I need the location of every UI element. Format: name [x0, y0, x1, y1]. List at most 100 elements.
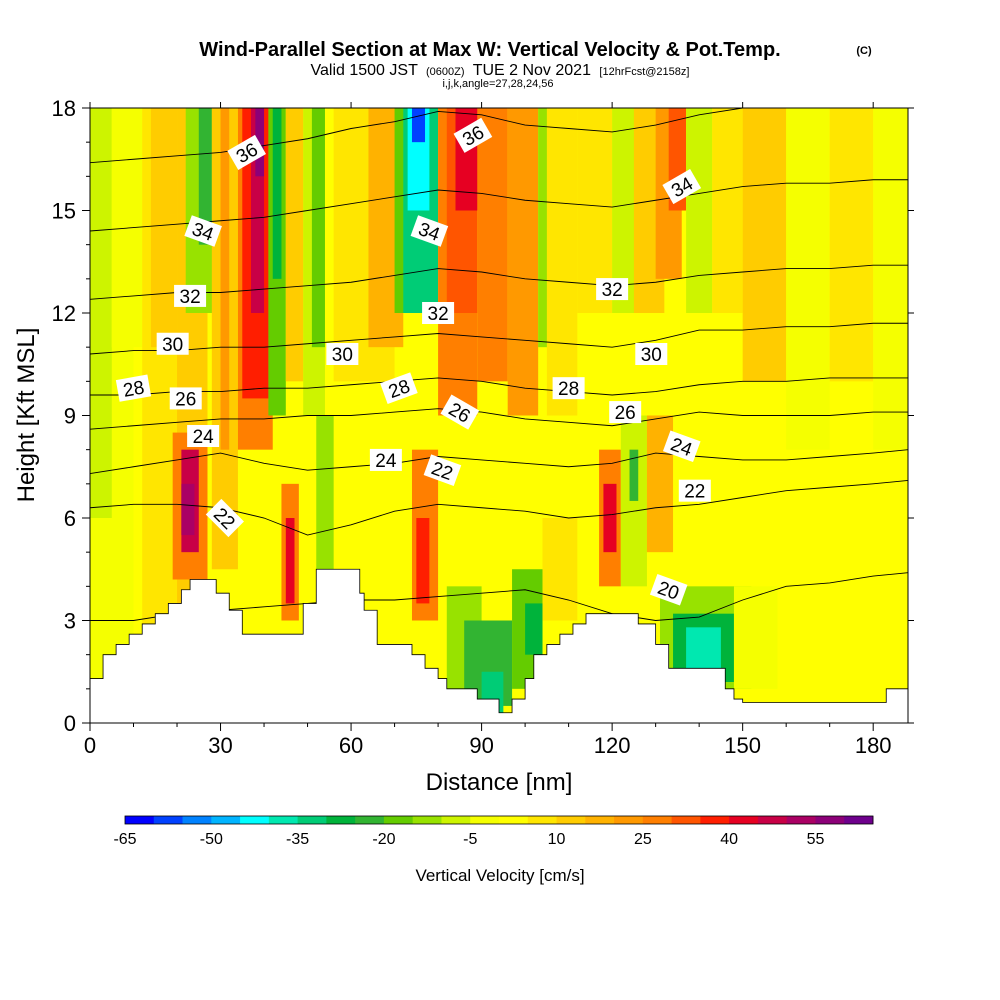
colorbar-swatch [326, 816, 356, 824]
contour-label-text: 26 [175, 389, 196, 410]
contour-label-text: 30 [332, 345, 353, 366]
colorbar-swatch [499, 816, 529, 824]
chart-subtitle: Valid 1500 JST (0600Z) TUE 2 Nov 2021 [1… [311, 62, 690, 79]
velocity-cell [255, 108, 265, 177]
contour-label-box [169, 387, 202, 410]
colorbar-swatch [786, 816, 816, 824]
contour-label-box [369, 448, 402, 471]
contour-label-box [609, 401, 642, 424]
contour-label-text: 24 [193, 427, 215, 448]
colorbar-swatch [527, 816, 557, 824]
y-tick-label: 18 [52, 96, 76, 121]
terrain [90, 568, 908, 723]
contour-label-text: 30 [641, 345, 662, 366]
contour-label-box [326, 343, 359, 365]
colorbar-swatch [844, 816, 874, 824]
chart-indices: i,j,k,angle=27,28,24,56 [442, 78, 553, 90]
contour-label-text: 28 [558, 379, 579, 400]
contour-label-box [423, 454, 462, 486]
contour-label: 26 [609, 401, 642, 424]
colorbar-swatch [470, 816, 500, 824]
x-axis: 0 30 60 90 120 150 180 [84, 102, 892, 758]
colorbar-tick-label: 10 [548, 831, 566, 848]
velocity-cell [733, 586, 778, 689]
velocity-cell [477, 108, 508, 382]
colorbar-swatch [671, 816, 701, 824]
colorbar-tick-label: -35 [286, 831, 309, 848]
subtitle-valid: Valid 1500 JST [311, 62, 419, 79]
velocity-cell [316, 415, 334, 570]
contour-label-text: 30 [162, 335, 183, 356]
colorbar-tick-label: -5 [463, 831, 477, 848]
colorbar-swatch [614, 816, 644, 824]
contour-label-box [678, 479, 711, 502]
velocity-cell [198, 108, 212, 245]
colorbar-swatch [700, 816, 730, 824]
contour-label: 30 [635, 343, 668, 366]
velocity-cell [525, 603, 543, 655]
contour-label: 30 [326, 343, 359, 366]
x-tick-label: 0 [84, 733, 96, 758]
subtitle-date: TUE 2 Nov 2021 [473, 62, 591, 79]
contour-label-text: 32 [180, 287, 201, 308]
isentrope-26 [90, 408, 908, 430]
velocity-cell [542, 518, 578, 621]
velocity-cell [873, 108, 908, 450]
contour-label: 30 [156, 332, 189, 356]
x-tick-label: 90 [469, 733, 493, 758]
contour-label-text: 26 [615, 403, 636, 424]
velocity-cell [90, 108, 112, 518]
contour-label: 24 [187, 425, 220, 448]
y-tick-label: 9 [64, 404, 76, 429]
isentrope-28 [90, 377, 908, 396]
colorbar-swatch [125, 816, 155, 824]
colorbar-swatch [153, 816, 183, 824]
colorbar-tick-label: 40 [720, 831, 738, 848]
contour-label-box [156, 332, 189, 355]
colorbar-swatch [441, 816, 471, 824]
colorbar-ticks: -65 -50 -35 -20 -5 10 25 40 55 [113, 831, 824, 848]
contour-label-text: 28 [122, 377, 146, 401]
contour-label-box [187, 425, 220, 447]
contour-label-box [422, 302, 455, 324]
y-axis-label: Height [Kft MSL] [13, 328, 40, 503]
colorbar-swatch [815, 816, 845, 824]
velocity-cell [272, 108, 282, 279]
velocity-cell [181, 483, 195, 536]
y-tick-label: 0 [64, 711, 76, 736]
contour-label-box [174, 284, 207, 307]
x-tick-label: 180 [855, 733, 892, 758]
x-tick-label: 30 [208, 733, 232, 758]
colorbar-swatch [556, 816, 586, 824]
colorbar-tick-label: 55 [807, 831, 825, 848]
colorbar-swatch [182, 816, 212, 824]
subtitle-forecast: [12hrFcst@2158z] [599, 66, 689, 78]
isentrope-30 [90, 322, 908, 355]
colorbar-frame [124, 815, 874, 825]
velocity-cell [546, 108, 578, 416]
contour-label-box [410, 215, 449, 247]
contour-label: 28 [380, 372, 418, 404]
contour-label-box [662, 430, 701, 463]
contour-label-box [635, 343, 668, 365]
contour-label: 24 [662, 430, 701, 463]
contour-label: 34 [184, 215, 222, 247]
contour-label-box [184, 215, 222, 247]
colorbar-swatch [297, 816, 327, 824]
contour-label-box [453, 117, 493, 153]
contour-label-box [649, 573, 688, 606]
contour-label-box [227, 134, 266, 170]
colorbar-tick-label: -20 [372, 831, 395, 848]
contour-label-box [205, 498, 244, 538]
colorbar-swatch [729, 816, 759, 824]
velocity-cell [603, 483, 617, 553]
contour-label: 24 [369, 448, 402, 472]
contour-label: 28 [552, 377, 585, 400]
contour-label: 20 [649, 573, 688, 606]
velocity-cell [829, 108, 874, 382]
velocity-cell [629, 449, 639, 501]
colorbar-swatch [757, 816, 788, 824]
contour-label-box [440, 394, 480, 430]
colorbar [124, 815, 874, 825]
